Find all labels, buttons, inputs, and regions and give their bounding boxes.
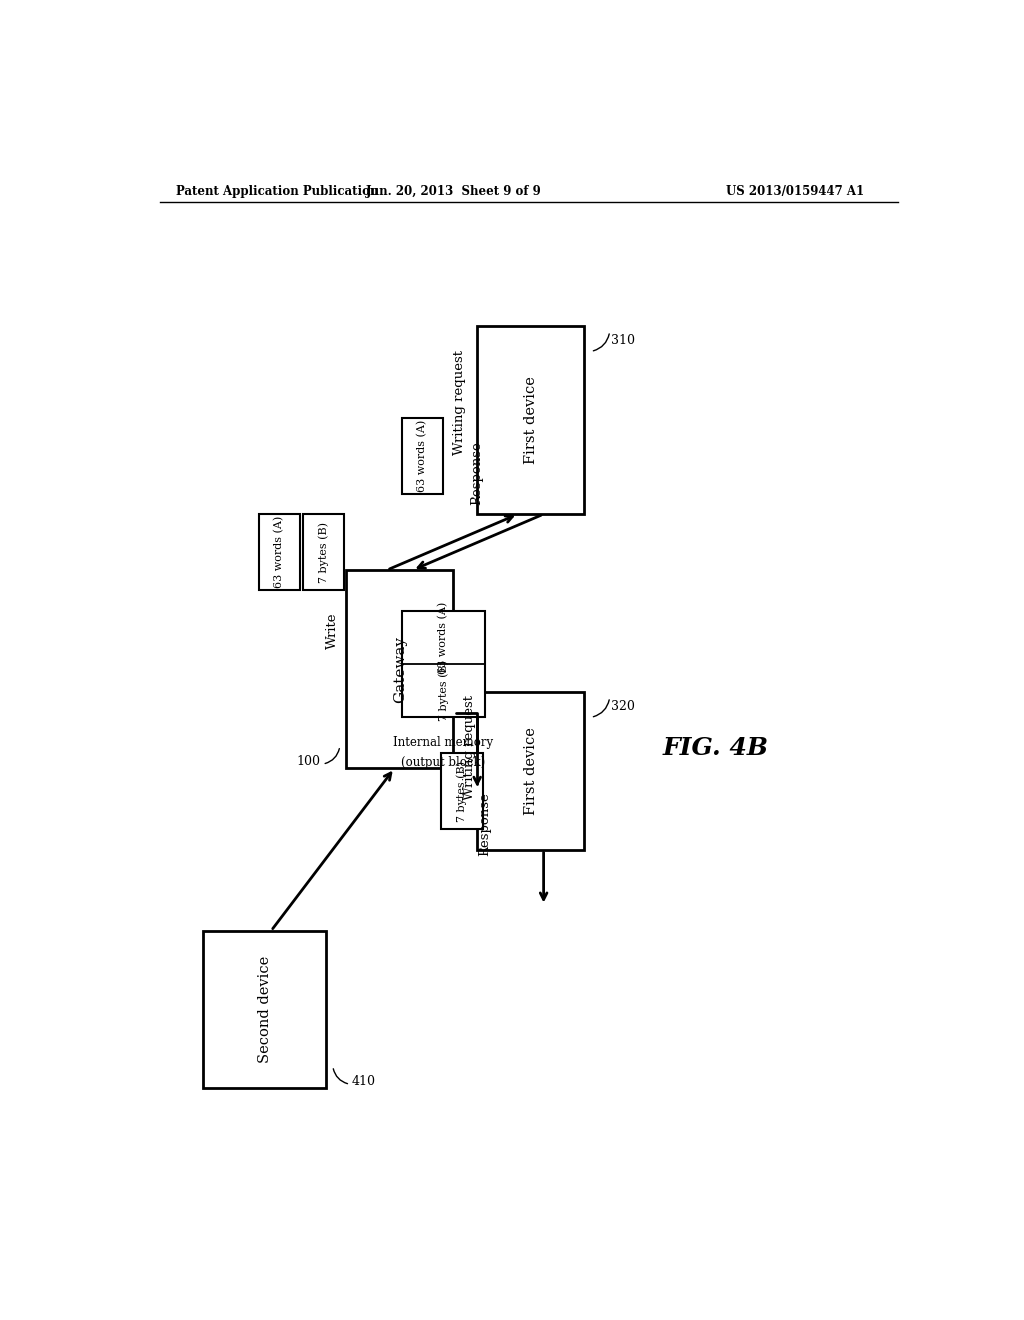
Bar xyxy=(401,611,485,718)
Text: Internal memory: Internal memory xyxy=(393,735,494,748)
Text: Response: Response xyxy=(471,442,483,506)
Bar xyxy=(346,570,454,768)
Bar xyxy=(441,752,482,829)
Text: 7 bytes (B): 7 bytes (B) xyxy=(438,660,449,721)
Bar xyxy=(477,326,585,515)
Text: Patent Application Publication: Patent Application Publication xyxy=(176,185,378,198)
Text: 7 bytes (B): 7 bytes (B) xyxy=(317,521,329,582)
Text: 63 words (A): 63 words (A) xyxy=(438,601,449,673)
Text: Response: Response xyxy=(478,792,492,855)
Text: Second device: Second device xyxy=(258,956,272,1064)
Bar xyxy=(303,515,344,590)
Text: 100: 100 xyxy=(297,755,321,768)
Text: 320: 320 xyxy=(611,700,635,713)
Text: FIG. 4B: FIG. 4B xyxy=(663,737,768,760)
Text: Write: Write xyxy=(327,612,339,649)
Text: Writing request: Writing request xyxy=(454,350,466,455)
Text: Jun. 20, 2013  Sheet 9 of 9: Jun. 20, 2013 Sheet 9 of 9 xyxy=(366,185,542,198)
Text: 63 words (A): 63 words (A) xyxy=(274,516,285,589)
Text: 310: 310 xyxy=(611,334,635,347)
Bar xyxy=(204,931,327,1089)
Text: 410: 410 xyxy=(352,1076,376,1089)
Text: (output block): (output block) xyxy=(401,756,485,770)
Text: Gateway: Gateway xyxy=(393,636,407,702)
Text: 63 words (A): 63 words (A) xyxy=(417,420,428,492)
Bar xyxy=(401,417,443,494)
Text: 7 bytes (B): 7 bytes (B) xyxy=(457,760,467,821)
Bar xyxy=(259,515,300,590)
Text: First device: First device xyxy=(523,727,538,814)
Bar xyxy=(477,692,585,850)
Text: US 2013/0159447 A1: US 2013/0159447 A1 xyxy=(726,185,863,198)
Text: Writing request: Writing request xyxy=(463,696,476,800)
Text: First device: First device xyxy=(523,376,538,465)
